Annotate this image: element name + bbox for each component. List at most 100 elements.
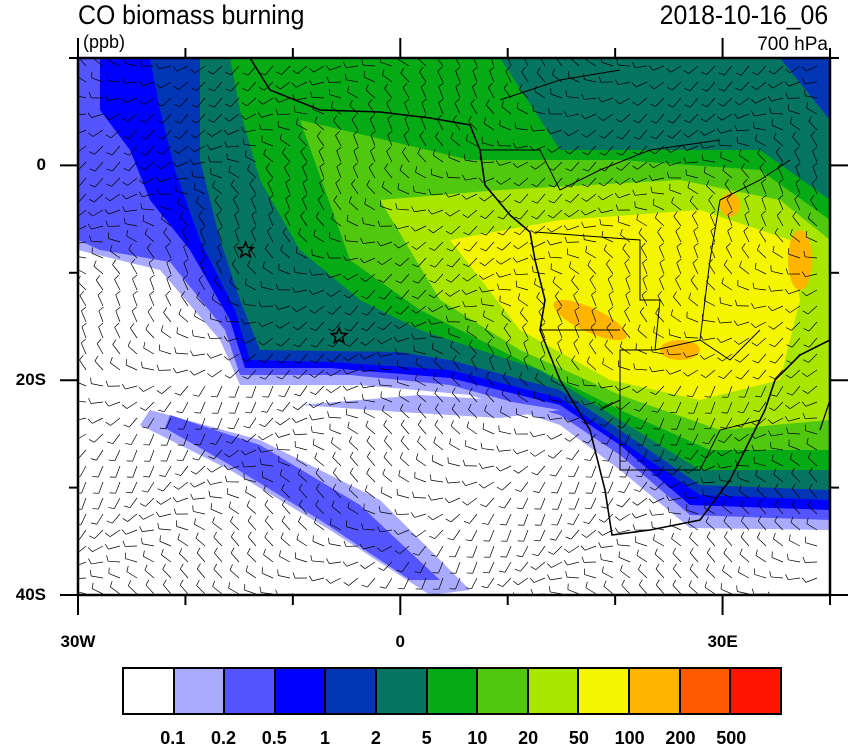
wind-barb [654, 553, 665, 563]
wind-barb [602, 363, 614, 371]
wind-barb [417, 424, 427, 435]
wind-barb [534, 241, 546, 248]
wind-barb-flag [245, 486, 248, 493]
wind-barb [382, 410, 393, 419]
wind-barb-flag [784, 415, 789, 422]
wind-barb [455, 577, 461, 590]
wind-barb [506, 545, 512, 558]
wind-barb-flag [179, 548, 183, 554]
wind-barb-flag [251, 210, 257, 215]
wind-barb-flag [767, 306, 773, 312]
wind-barb [147, 247, 155, 259]
wind-barb-flag [88, 92, 92, 98]
wind-barb-flag [366, 179, 371, 186]
wind-barb [149, 433, 155, 446]
wind-barb [131, 310, 138, 323]
wind-barb [434, 241, 444, 251]
wind-barb-flag [332, 467, 337, 474]
wind-barb-flag [513, 469, 519, 474]
wind-barb-flag [387, 114, 393, 120]
wind-barb [448, 497, 461, 504]
wind-barb-flag [264, 531, 268, 538]
wind-barb-flag [365, 84, 369, 91]
wind-barb [619, 97, 631, 105]
wind-barb [330, 369, 342, 377]
wind-barb [399, 169, 410, 179]
wind-barb-flag [162, 563, 166, 570]
wind-barb [601, 209, 614, 214]
wind-barb-flag [633, 408, 640, 412]
wind-barb [448, 481, 461, 484]
wind-barb [213, 537, 223, 547]
wind-barb-flag [686, 443, 693, 446]
wind-barb [298, 353, 308, 364]
wind-barb-flag [228, 501, 232, 508]
wind-barb [268, 214, 274, 227]
wind-barb-flag [386, 146, 392, 152]
wind-barb-flag [500, 406, 502, 413]
wind-barb [78, 577, 87, 579]
wind-barb-flag [156, 500, 162, 505]
wind-barb-flag [275, 343, 282, 347]
wind-barb [653, 204, 665, 211]
wind-barb-flag [95, 275, 101, 281]
wind-barb [111, 177, 121, 187]
wind-barb [570, 161, 580, 172]
wind-barb-flag [157, 522, 160, 529]
wind-barb [757, 249, 767, 259]
wind-barb-flag [386, 98, 392, 104]
wind-barb [194, 188, 206, 195]
wind-barb-flag [801, 577, 807, 583]
wind-barb [78, 400, 87, 403]
wind-barb [228, 507, 240, 515]
wind-barb [639, 311, 648, 323]
wind-barb [533, 416, 546, 419]
wind-barb-flag [177, 197, 180, 204]
wind-barb [659, 433, 665, 446]
wind-barb-flag [429, 280, 436, 284]
wind-barb [109, 193, 121, 202]
wind-barb-flag [556, 306, 562, 312]
wind-barb [353, 134, 359, 147]
wind-barb [80, 342, 87, 355]
wind-barb [468, 121, 478, 131]
colorbar-label: 50 [568, 728, 589, 748]
wind-barb [637, 161, 648, 170]
wind-barb-flag [325, 400, 330, 406]
wind-barb-flag [105, 196, 111, 202]
wind-barb-flag [127, 580, 132, 586]
wind-barb-flag [401, 147, 407, 153]
wind-barb [348, 577, 359, 586]
wind-barb [571, 280, 580, 291]
wind-barb-flag [523, 51, 528, 55]
wind-barb-flag [274, 97, 280, 103]
wind-barb-flag [191, 170, 194, 177]
wind-barb [655, 97, 665, 107]
wind-barb-flag [241, 126, 245, 133]
wind-barb [363, 385, 376, 389]
wind-barb [329, 429, 342, 435]
wind-barb [571, 360, 580, 371]
wind-barb-flag [310, 327, 316, 332]
wind-barb [721, 449, 733, 457]
wind-barb-flag [377, 526, 381, 533]
wind-barb-flag [156, 151, 163, 155]
x-tick-label: 0 [395, 632, 406, 651]
wind-barb [95, 279, 104, 291]
wind-barb-flag [130, 323, 135, 329]
wind-barb-flag [529, 431, 534, 437]
wind-barb-flag [174, 135, 180, 140]
wind-barb [386, 103, 393, 115]
wind-barb-flag [410, 512, 415, 518]
wind-barb [129, 145, 138, 156]
wind-barb [383, 456, 393, 467]
wind-barb-flag [480, 442, 483, 449]
wind-barb [689, 537, 699, 547]
wind-barb-flag [671, 196, 674, 203]
wind-barb-flag [326, 292, 332, 297]
wind-barb [655, 385, 665, 395]
wind-barb [347, 427, 359, 435]
wind-barb-flag [174, 120, 181, 124]
wind-barb-flag [191, 329, 194, 336]
wind-barb-flag [281, 483, 285, 490]
